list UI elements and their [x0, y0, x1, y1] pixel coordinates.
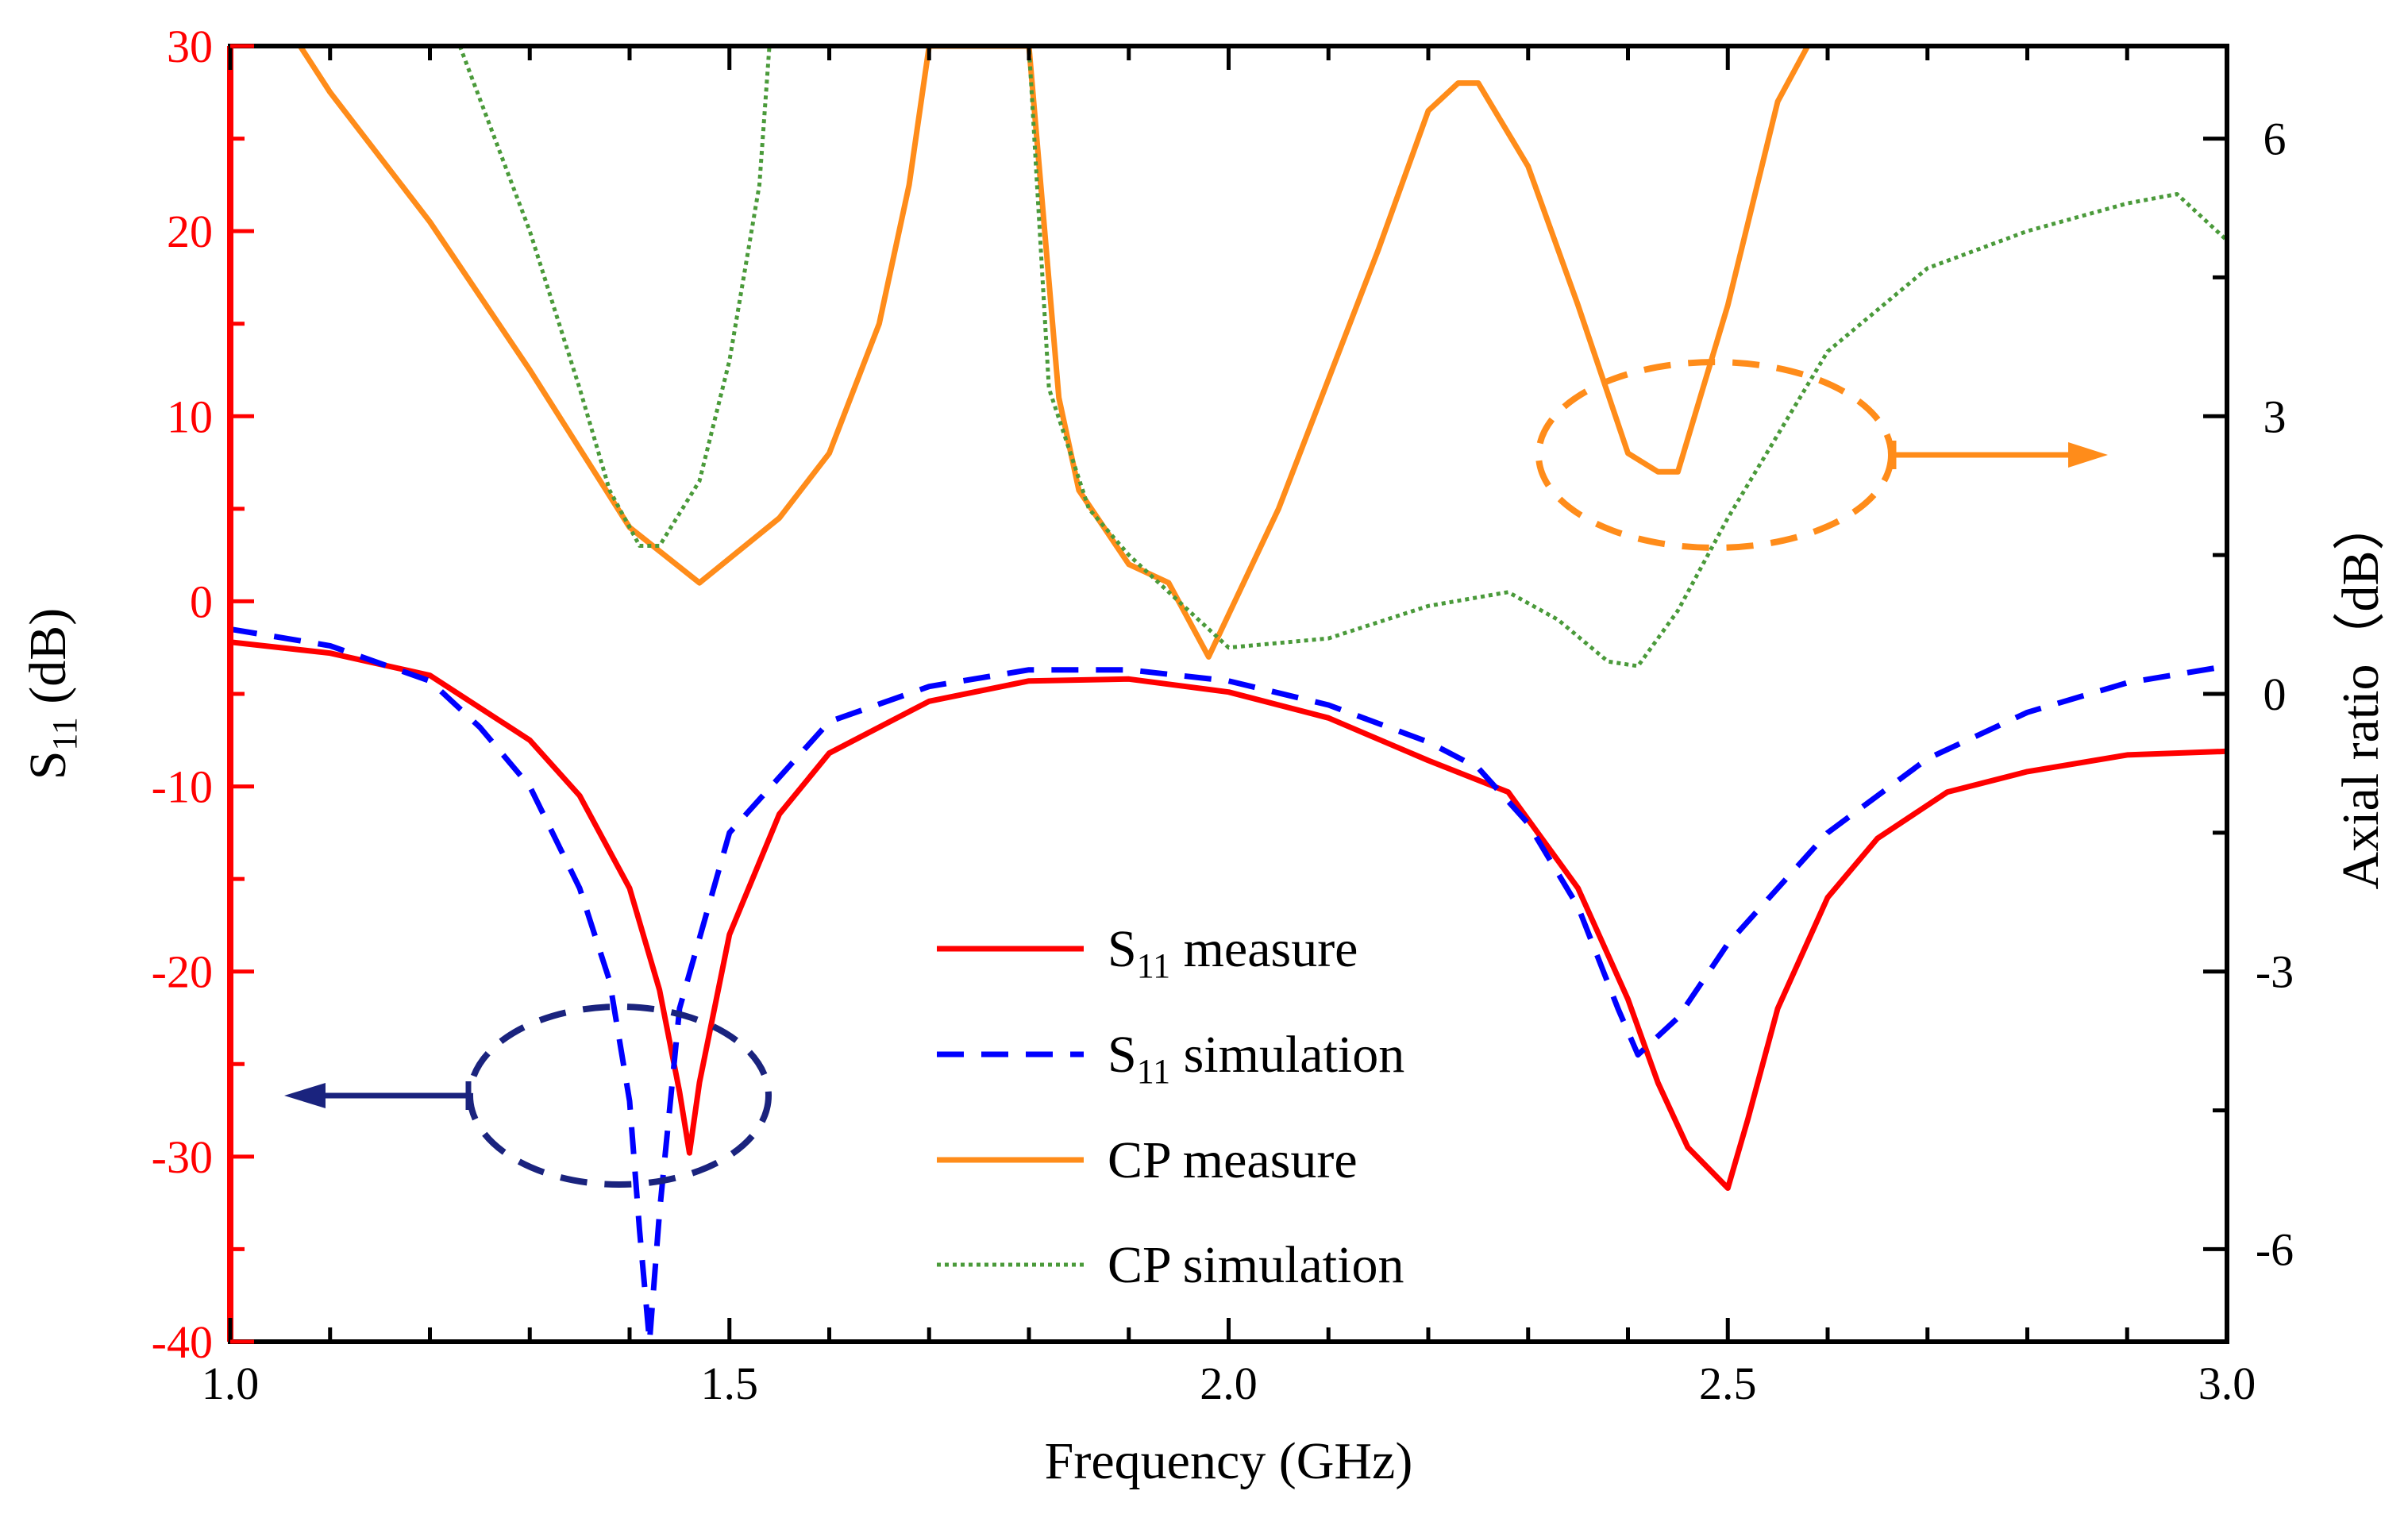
- left-axis-title: S11 (dB): [19, 608, 84, 780]
- left-tick-label: 10: [167, 391, 213, 442]
- x-tick-label: 2.5: [1699, 1358, 1757, 1409]
- left-axis-title-main: S: [19, 751, 77, 780]
- left-tick-label: 30: [167, 21, 213, 72]
- left-tick-label: -40: [152, 1316, 213, 1368]
- annotation-layer: [284, 359, 2108, 1188]
- series-line-s11-simulation: [230, 626, 2227, 1342]
- right-axis-title: Axial ratio（dB）: [2332, 498, 2390, 889]
- series-line-cp-simulation: [457, 46, 2227, 668]
- right-tick-label: 3: [2264, 391, 2287, 442]
- left-tick-label: 0: [190, 576, 213, 627]
- left-axis-title-sub: 11: [45, 717, 84, 750]
- legend-label-s11-simulation: S11 simulation: [1108, 1026, 1404, 1091]
- series-line-cp-measure: [298, 46, 1810, 660]
- s11-arrow-head: [284, 1083, 326, 1108]
- axes-layer: 1.0 1.5 2.0 2.5 3.0-40-30-20-100102030-6-303…: [19, 21, 2390, 1490]
- right-tick-label: 6: [2264, 114, 2287, 165]
- x-tick-label: 2.0: [1200, 1358, 1258, 1409]
- legend-label-s11-measure: S11 measure: [1108, 920, 1358, 985]
- right-tick-label: 0: [2264, 668, 2287, 720]
- legend-label-cp-measure: CP measure: [1108, 1131, 1358, 1189]
- left-tick-label: 20: [167, 206, 213, 257]
- x-tick-label: 1.5: [701, 1358, 759, 1409]
- series-layer: [230, 46, 2227, 1342]
- right-tick-label: -3: [2256, 946, 2294, 998]
- left-axis-title-unit: (dB): [19, 608, 77, 717]
- x-tick-label: 1.0: [202, 1358, 260, 1409]
- left-tick-label: -10: [152, 761, 213, 813]
- right-tick-label: -6: [2256, 1223, 2294, 1275]
- x-tick-label: 3.0: [2198, 1358, 2256, 1409]
- x-axis-title: Frequency (GHz): [1045, 1432, 1413, 1490]
- left-tick-label: -30: [152, 1131, 213, 1183]
- legend: S11 measure S11 simulation CP measure CP si…: [937, 920, 1404, 1294]
- left-tick-label: -20: [152, 946, 213, 998]
- cp-arrow-head: [2068, 442, 2108, 468]
- series-line-s11-measure: [230, 639, 2227, 1191]
- legend-label-cp-simulation: CP simulation: [1108, 1236, 1404, 1294]
